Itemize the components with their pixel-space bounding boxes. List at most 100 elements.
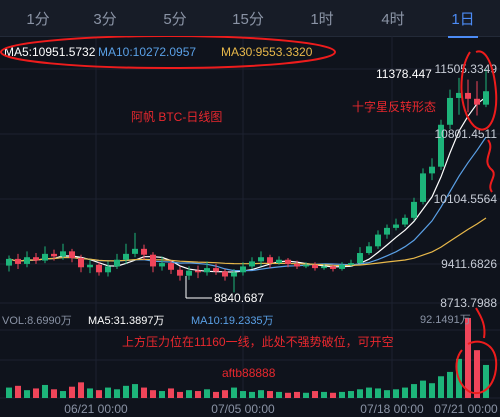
volume-bar <box>69 386 75 398</box>
candle-body <box>258 257 264 262</box>
price-axis: 11505.3349 10801.4511 10104.5564 9411.6826 8… <box>434 62 498 310</box>
tab-5min[interactable]: 5分 <box>163 11 187 28</box>
volume-bar <box>141 387 147 398</box>
candle-body <box>204 268 210 273</box>
candle <box>249 257 255 269</box>
candle-body <box>222 271 228 277</box>
price-tick-label: 10801.4511 <box>434 127 497 141</box>
volume-bar <box>222 390 228 398</box>
candle <box>105 261 111 277</box>
candle-body <box>420 173 426 202</box>
candle-body <box>456 92 462 98</box>
candle-body <box>348 263 354 265</box>
tab-1day[interactable]: 1日 <box>428 8 498 38</box>
candle-body <box>429 166 435 174</box>
chart-title-note: 阿帆 BTC-日线图 <box>131 109 222 124</box>
candle <box>393 218 399 231</box>
volume-bar <box>393 389 399 398</box>
tab-1hour[interactable]: 1时 <box>310 11 334 28</box>
volume-bar <box>33 388 39 398</box>
candle-body <box>438 124 444 167</box>
candle <box>186 266 192 280</box>
candle <box>24 251 30 268</box>
volume-bar <box>303 392 309 398</box>
candle <box>258 251 264 267</box>
ma5-line <box>8 96 487 273</box>
volume-bar <box>87 388 93 398</box>
volume-bar <box>24 390 30 398</box>
candle-body <box>447 97 453 125</box>
volume-bar <box>330 392 336 398</box>
candle-body <box>294 263 300 267</box>
candle-body <box>51 253 57 257</box>
time-axis: 06/21 00:00 07/05 00:00 07/18 00:00 07/21 0… <box>64 402 498 416</box>
candle <box>321 263 327 270</box>
candle <box>339 262 345 271</box>
candle-body <box>132 248 138 254</box>
ma10-readout: MA10:10272.0957 <box>98 45 196 59</box>
candle-body <box>42 253 48 261</box>
candle <box>357 247 363 264</box>
candle-body <box>231 272 237 277</box>
candle-body <box>276 259 282 264</box>
candle <box>159 256 165 271</box>
tab-3min[interactable]: 3分 <box>93 11 117 28</box>
candle-body <box>60 251 66 257</box>
candle-body <box>474 98 480 105</box>
volume-bar <box>357 389 363 398</box>
volume-bar <box>285 392 291 398</box>
tab-4hour[interactable]: 4时 <box>381 11 405 28</box>
volume-bar <box>447 371 453 398</box>
tab-1min[interactable]: 1分 <box>26 11 50 28</box>
volume-bar <box>42 384 48 398</box>
candle <box>447 89 453 129</box>
volume-bar <box>123 385 129 398</box>
kline-chart[interactable]: MA5:10951.5732 MA10:10272.0957 MA30:9553… <box>0 36 500 417</box>
candle-body <box>312 264 318 269</box>
pattern-note: 十字星反转形态 <box>352 99 436 114</box>
candle-body <box>24 257 30 264</box>
candle <box>87 259 93 274</box>
candle-body <box>483 91 489 105</box>
candle <box>267 254 273 269</box>
price-tick-label: 10104.5564 <box>434 192 498 206</box>
candle-body <box>285 259 291 264</box>
volume-bar <box>429 383 435 398</box>
candle-body <box>393 224 399 228</box>
candle-body <box>6 258 12 266</box>
ma30-line <box>8 217 487 267</box>
candle-body <box>357 253 363 264</box>
candle <box>330 264 336 272</box>
volume-circle <box>455 340 498 395</box>
candle-body <box>87 264 93 268</box>
author-tag: aftb88888 <box>222 366 276 380</box>
volume-bar <box>294 391 300 398</box>
candle-body <box>96 264 102 273</box>
volume-bar <box>402 387 408 398</box>
candle <box>366 242 372 255</box>
candle-body <box>123 253 129 260</box>
candle <box>132 232 138 258</box>
candle-body <box>330 266 336 269</box>
candle-body <box>303 264 309 267</box>
resistance-note: 上方压力位在11160一线，此处不强势破位，可开空 <box>122 334 394 349</box>
candle <box>303 262 309 269</box>
candle-body <box>33 257 39 261</box>
volume-bar <box>258 390 264 398</box>
volume-bar <box>231 387 237 398</box>
candle <box>123 243 129 264</box>
candle <box>78 254 84 273</box>
candle <box>150 252 156 273</box>
candle <box>312 262 318 271</box>
ma-readout-circle <box>0 36 336 69</box>
volume-bar <box>213 391 219 398</box>
candle <box>6 255 12 272</box>
candle <box>465 79 471 113</box>
candle <box>438 119 444 171</box>
volume-bar <box>96 390 102 398</box>
price-tick-label: 8713.7988 <box>440 296 497 310</box>
candle-body <box>177 269 183 276</box>
ma5-readout: MA5:10951.5732 <box>4 45 96 59</box>
candle <box>402 214 408 228</box>
tab-15min[interactable]: 15分 <box>232 11 264 28</box>
